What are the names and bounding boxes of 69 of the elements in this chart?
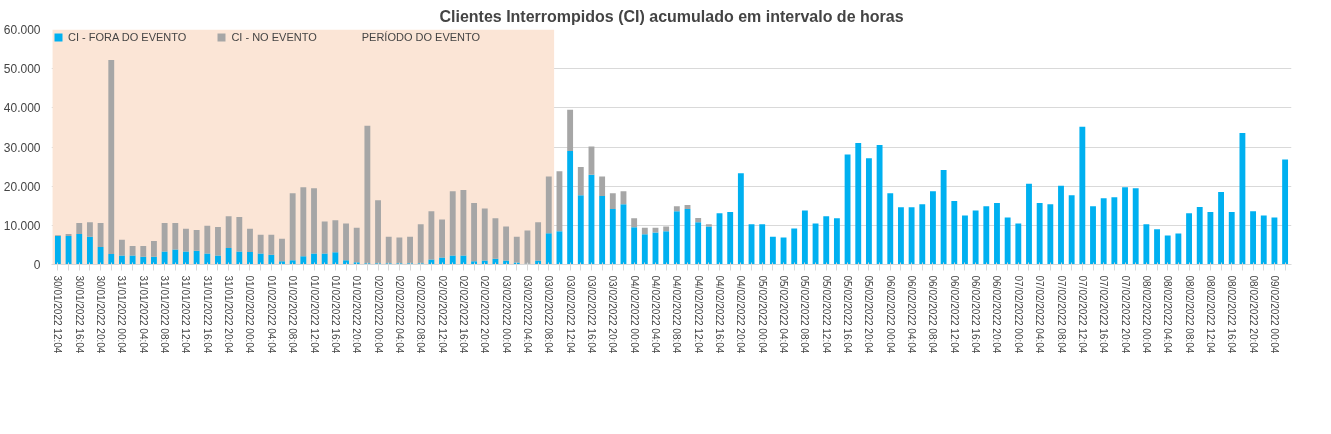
x-tick-label: 06/02/2022 08:04 [927, 275, 939, 354]
x-tick-label: 02/02/2022 12:04 [436, 275, 448, 354]
x-tick-label: 03/02/2022 12:04 [564, 275, 576, 354]
y-tick-label: 20.000 [3, 179, 41, 194]
x-tick-label: 31/01/2022 00:04 [116, 275, 128, 354]
x-tick-label: 31/01/2022 16:04 [201, 275, 213, 354]
x-tick-label: 02/02/2022 04:04 [393, 275, 405, 354]
y-tick-label: 0 [33, 258, 41, 272]
x-tick-label: 06/02/2022 16:04 [970, 275, 982, 354]
x-tick-label: 04/02/2022 20:04 [735, 275, 747, 354]
x-tick-label: 31/01/2022 04:04 [137, 275, 149, 354]
x-tick-label: 07/02/2022 16:04 [1098, 275, 1110, 354]
y-tick-label: 50.000 [3, 62, 41, 77]
y-tick-label: 30.000 [3, 140, 41, 155]
x-tick-label: 01/02/2022 08:04 [287, 275, 299, 354]
x-tick-label: 04/02/2022 16:04 [714, 275, 726, 354]
x-tick-label: 05/02/2022 16:04 [842, 275, 854, 354]
x-tick-label: 01/02/2022 04:04 [265, 275, 277, 354]
x-tick-label: 04/02/2022 12:04 [692, 275, 704, 354]
x-tick-label: 02/02/2022 20:04 [479, 275, 491, 354]
x-tick-label: 02/02/2022 16:04 [457, 275, 469, 354]
x-tick-label: 31/01/2022 20:04 [223, 275, 235, 354]
x-tick-label: 30/01/2022 12:04 [52, 275, 64, 354]
x-tick-label: 07/02/2022 08:04 [1055, 275, 1067, 354]
x-tick-label: 30/01/2022 20:04 [95, 275, 107, 354]
x-tick-label: 06/02/2022 20:04 [991, 275, 1003, 354]
x-tick-label: 01/02/2022 16:04 [329, 275, 341, 354]
x-tick-label: 05/02/2022 00:04 [756, 275, 768, 354]
x-tick-label: 06/02/2022 00:04 [884, 275, 896, 354]
x-tick-label: 31/01/2022 12:04 [180, 275, 192, 354]
legend-label: CI - NO EVENTO [231, 31, 317, 43]
x-tick-label: 30/01/2022 16:04 [73, 275, 85, 354]
x-tick-label: 02/02/2022 00:04 [372, 275, 384, 354]
x-tick-label: 05/02/2022 20:04 [863, 275, 875, 354]
y-tick-label: 10.000 [3, 218, 41, 233]
x-tick-label: 03/02/2022 16:04 [585, 275, 597, 354]
x-tick-label: 31/01/2022 08:04 [159, 275, 171, 354]
x-tick-label: 08/02/2022 04:04 [1162, 275, 1174, 354]
x-tick-label: 05/02/2022 08:04 [799, 275, 811, 354]
x-tick-label: 07/02/2022 12:04 [1076, 275, 1088, 354]
x-tick-label: 07/02/2022 04:04 [1034, 275, 1046, 354]
x-tick-label: 08/02/2022 20:04 [1247, 275, 1259, 354]
x-tick-label: 03/02/2022 04:04 [521, 275, 533, 354]
x-tick-label: 01/02/2022 00:04 [244, 275, 256, 354]
x-tick-label: 04/02/2022 00:04 [628, 275, 640, 354]
x-tick-label: 03/02/2022 08:04 [543, 275, 555, 354]
x-tick-label: 03/02/2022 20:04 [607, 275, 619, 354]
x-tick-label: 04/02/2022 08:04 [671, 275, 683, 354]
x-tick-label: 03/02/2022 00:04 [500, 275, 512, 354]
chart-title: Clientes Interrompidos (CI) acumulado em intervalo de horas [439, 7, 904, 25]
x-tick-label: 05/02/2022 04:04 [778, 275, 790, 354]
x-tick-label: 09/02/2022 00:04 [1268, 275, 1280, 354]
x-tick-label: 04/02/2022 04:04 [649, 275, 661, 354]
x-tick-label: 08/02/2022 00:04 [1140, 275, 1152, 354]
x-tick-label: 07/02/2022 00:04 [1012, 275, 1024, 354]
band-label: PERÍODO DO EVENTO [361, 31, 481, 43]
x-tick-label: 06/02/2022 04:04 [906, 275, 918, 354]
x-tick-label: 08/02/2022 12:04 [1204, 275, 1216, 354]
x-tick-label: 02/02/2022 08:04 [415, 275, 427, 354]
y-tick-label: 60.000 [3, 23, 41, 37]
y-tick-label: 40.000 [3, 101, 41, 116]
x-tick-label: 08/02/2022 16:04 [1226, 275, 1238, 354]
x-tick-label: 01/02/2022 20:04 [351, 275, 363, 354]
x-tick-label: 01/02/2022 12:04 [308, 275, 320, 354]
x-tick-label: 08/02/2022 08:04 [1183, 275, 1195, 354]
legend-label: CI - FORA DO EVENTO [68, 31, 187, 43]
x-tick-label: 07/02/2022 20:04 [1119, 275, 1131, 354]
x-tick-label: 06/02/2022 12:04 [948, 275, 960, 354]
x-tick-label: 05/02/2022 12:04 [820, 275, 832, 354]
